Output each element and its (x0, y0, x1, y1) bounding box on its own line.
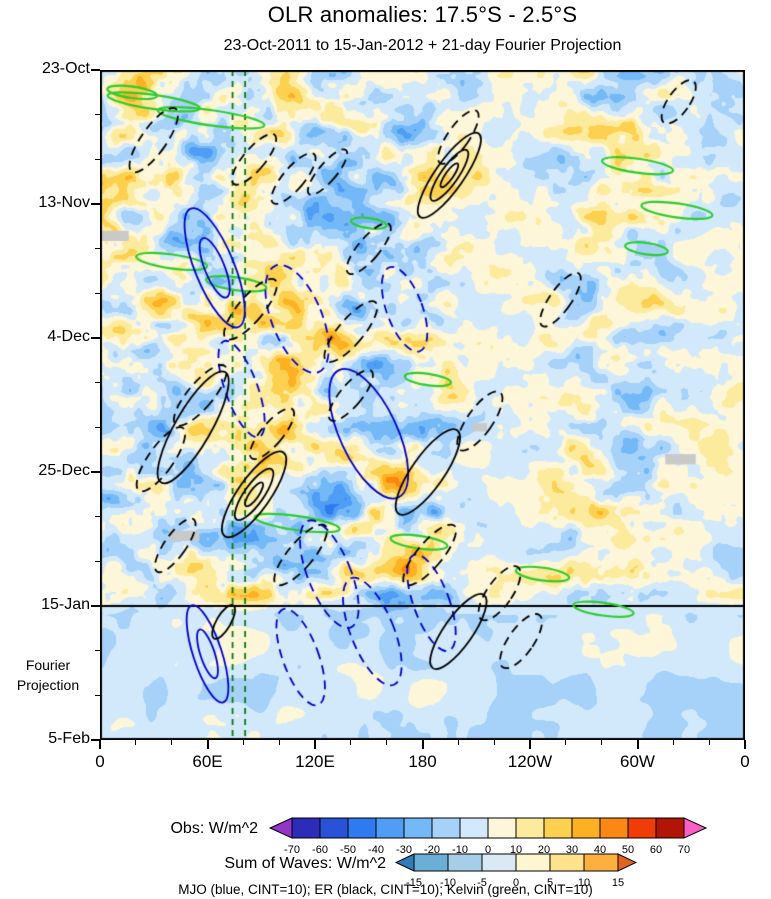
tick-mark (95, 560, 100, 562)
tick-mark (135, 740, 137, 745)
tick-mark (708, 740, 710, 745)
tick-mark (636, 740, 639, 749)
fourier-projection-label: Fourier Projection (2, 655, 94, 695)
tick-mark (601, 740, 603, 745)
tick-mark (95, 650, 100, 652)
svg-text:40: 40 (594, 844, 606, 856)
tick-mark (457, 740, 459, 745)
svg-text:-10: -10 (440, 877, 456, 889)
tick-mark (95, 694, 100, 696)
y-tick-label: 25-Dec (38, 462, 90, 479)
tick-mark (386, 740, 388, 745)
tick-mark (278, 740, 280, 745)
fourier-label-line2: Projection (16, 677, 80, 693)
svg-text:5: 5 (547, 877, 553, 889)
tick-mark (91, 471, 100, 473)
svg-text:0: 0 (485, 844, 491, 856)
tick-mark (493, 740, 495, 745)
tick-mark (91, 203, 100, 205)
y-tick-label: 15-Jan (41, 596, 90, 613)
svg-text:10: 10 (510, 844, 522, 856)
figure-title: OLR anomalies: 17.5°S - 2.5°S (267, 2, 578, 27)
x-tick-label: 120W (507, 752, 553, 771)
svg-text:-10: -10 (452, 844, 468, 856)
tick-mark (314, 740, 316, 749)
x-tick-label: 0 (95, 752, 105, 771)
svg-text:0: 0 (513, 877, 519, 889)
tick-mark (421, 740, 424, 749)
x-tick-label: 180 (408, 752, 437, 771)
x-tick-label: 120E (295, 752, 335, 771)
svg-text:50: 50 (622, 844, 634, 856)
tick-mark (95, 516, 100, 518)
tick-mark (171, 740, 173, 745)
y-tick-label: 23-Oct (41, 60, 90, 77)
tick-mark (95, 426, 100, 428)
svg-text:-70: -70 (284, 844, 300, 856)
hovmoller-field-canvas (100, 70, 745, 740)
x-tick-label: 0 (740, 752, 750, 771)
obs-colorbar: -70 -60 -50 -40 -30 -20 -10 0 10 20 30 40 50 60 70 (268, 817, 708, 856)
svg-text:70: 70 (678, 844, 690, 856)
tick-mark (744, 740, 746, 749)
waves-colorbar: -15 -10 -5 0 5 10 15 (394, 853, 638, 889)
tick-mark (95, 158, 100, 160)
tick-mark (99, 740, 101, 749)
svg-text:10: 10 (578, 877, 590, 889)
svg-text:-50: -50 (340, 844, 356, 856)
tick-mark (95, 292, 100, 294)
figure-subtitle: 23-Oct-2011 to 15-Jan-2012 + 21-day Four… (223, 37, 622, 54)
svg-text:-5: -5 (477, 877, 487, 889)
tick-mark (242, 740, 244, 745)
tick-mark (350, 740, 352, 745)
tick-mark (529, 740, 531, 749)
fourier-label-line1: Fourier (25, 657, 71, 673)
tick-mark (91, 739, 100, 741)
svg-text:30: 30 (566, 844, 578, 856)
y-tick-label: 4-Dec (47, 328, 90, 345)
tick-mark (95, 382, 100, 384)
wave-contour-legend: MJO (blue, CINT=10); ER (black, CINT=10)… (178, 882, 593, 897)
waves-colorbar-label: Sum of Waves: W/m^2 (224, 855, 386, 872)
tick-mark (91, 69, 100, 71)
svg-text:-60: -60 (312, 844, 328, 856)
obs-colorbar-label: Obs: W/m^2 (170, 820, 258, 837)
tick-mark (91, 337, 100, 339)
svg-text:-40: -40 (368, 844, 384, 856)
tick-mark (91, 605, 100, 607)
svg-text:60: 60 (650, 844, 662, 856)
tick-mark (565, 740, 567, 745)
y-tick-label: 13-Nov (38, 194, 90, 211)
y-tick-label: 5-Feb (48, 730, 90, 747)
tick-mark (95, 248, 100, 250)
tick-mark (672, 740, 674, 745)
svg-text:-15: -15 (406, 877, 422, 889)
tick-mark (95, 114, 100, 116)
svg-text:20: 20 (538, 844, 550, 856)
tick-mark (206, 740, 209, 749)
x-tick-label: 60W (620, 752, 655, 771)
svg-text:15: 15 (612, 877, 624, 889)
svg-text:-30: -30 (396, 844, 412, 856)
x-tick-label: 60E (192, 752, 223, 771)
svg-text:-20: -20 (424, 844, 440, 856)
